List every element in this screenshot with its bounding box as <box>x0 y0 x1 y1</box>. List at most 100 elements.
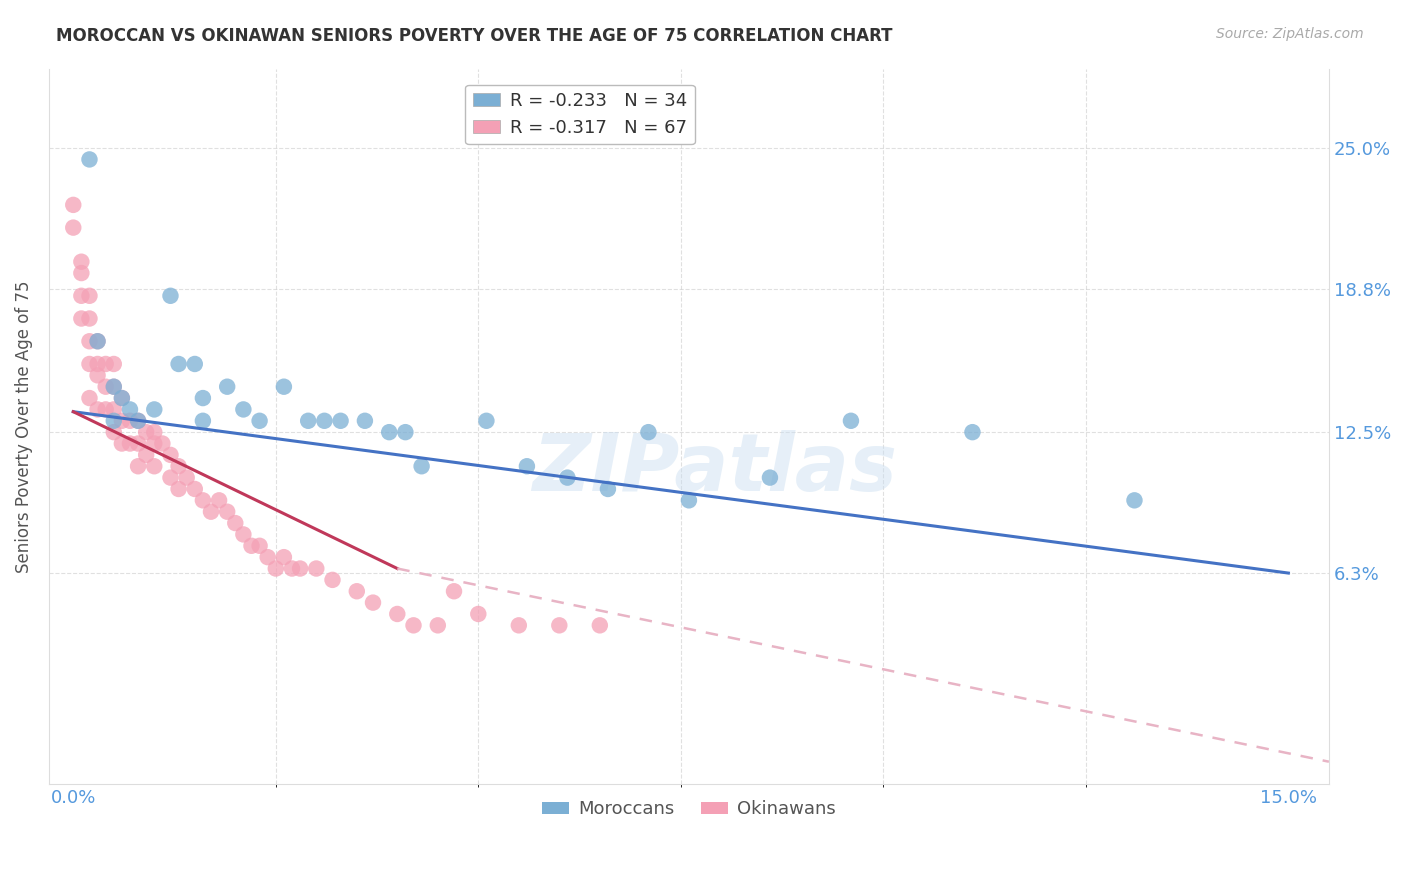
Point <box>70 311 93 326</box>
Point <box>232 527 254 541</box>
Point <box>589 618 612 632</box>
Point <box>79 357 101 371</box>
Point <box>249 414 271 428</box>
Point <box>103 425 125 439</box>
Point <box>111 414 134 428</box>
Point <box>548 618 571 632</box>
Point <box>346 584 368 599</box>
Point <box>297 414 319 428</box>
Point <box>637 425 659 439</box>
Point <box>143 402 166 417</box>
Point <box>224 516 246 530</box>
Point <box>86 357 108 371</box>
Point <box>103 357 125 371</box>
Point <box>314 414 336 428</box>
Point <box>111 436 134 450</box>
Point <box>467 607 489 621</box>
Point <box>402 618 425 632</box>
Point <box>127 414 149 428</box>
Point <box>79 311 101 326</box>
Point <box>305 561 328 575</box>
Point <box>426 618 449 632</box>
Point <box>94 380 117 394</box>
Point <box>217 380 239 394</box>
Point <box>167 482 190 496</box>
Point <box>443 584 465 599</box>
Point <box>159 448 181 462</box>
Legend: Moroccans, Okinawans: Moroccans, Okinawans <box>534 793 844 825</box>
Point <box>143 436 166 450</box>
Point <box>557 470 579 484</box>
Point <box>176 470 198 484</box>
Point <box>94 357 117 371</box>
Point <box>127 414 149 428</box>
Point <box>249 539 271 553</box>
Point <box>86 334 108 349</box>
Point <box>508 618 530 632</box>
Point <box>184 482 207 496</box>
Point <box>86 368 108 383</box>
Y-axis label: Seniors Poverty Over the Age of 75: Seniors Poverty Over the Age of 75 <box>15 280 32 573</box>
Point <box>70 266 93 280</box>
Point <box>273 380 295 394</box>
Point <box>150 436 173 450</box>
Point <box>288 561 311 575</box>
Point <box>79 153 101 167</box>
Point <box>232 402 254 417</box>
Point <box>200 505 222 519</box>
Point <box>329 414 352 428</box>
Point <box>127 459 149 474</box>
Point <box>191 493 214 508</box>
Point <box>361 596 384 610</box>
Point <box>839 414 862 428</box>
Point <box>596 482 619 496</box>
Point <box>103 380 125 394</box>
Point <box>273 550 295 565</box>
Point <box>79 391 101 405</box>
Point <box>135 425 157 439</box>
Text: Source: ZipAtlas.com: Source: ZipAtlas.com <box>1216 27 1364 41</box>
Point <box>1123 493 1146 508</box>
Point <box>475 414 498 428</box>
Point <box>103 402 125 417</box>
Point <box>394 425 416 439</box>
Point <box>159 289 181 303</box>
Point <box>516 459 538 474</box>
Point <box>354 414 377 428</box>
Point <box>103 414 125 428</box>
Point <box>143 459 166 474</box>
Point <box>86 334 108 349</box>
Point <box>240 539 263 553</box>
Point <box>118 402 141 417</box>
Point <box>208 493 231 508</box>
Point <box>759 470 782 484</box>
Point <box>143 425 166 439</box>
Point <box>62 198 84 212</box>
Point <box>281 561 304 575</box>
Point <box>70 254 93 268</box>
Text: MOROCCAN VS OKINAWAN SENIORS POVERTY OVER THE AGE OF 75 CORRELATION CHART: MOROCCAN VS OKINAWAN SENIORS POVERTY OVE… <box>56 27 893 45</box>
Point <box>167 459 190 474</box>
Point <box>135 448 157 462</box>
Point <box>184 357 207 371</box>
Point <box>118 414 141 428</box>
Point <box>321 573 343 587</box>
Point <box>678 493 700 508</box>
Point <box>264 561 287 575</box>
Point <box>127 436 149 450</box>
Point <box>118 436 141 450</box>
Point <box>962 425 984 439</box>
Point <box>387 607 409 621</box>
Point <box>111 391 134 405</box>
Point <box>411 459 433 474</box>
Point <box>79 334 101 349</box>
Point <box>79 289 101 303</box>
Point <box>217 505 239 519</box>
Point <box>191 414 214 428</box>
Point <box>111 391 134 405</box>
Point <box>378 425 401 439</box>
Point <box>159 470 181 484</box>
Point <box>103 380 125 394</box>
Point <box>256 550 278 565</box>
Point <box>191 391 214 405</box>
